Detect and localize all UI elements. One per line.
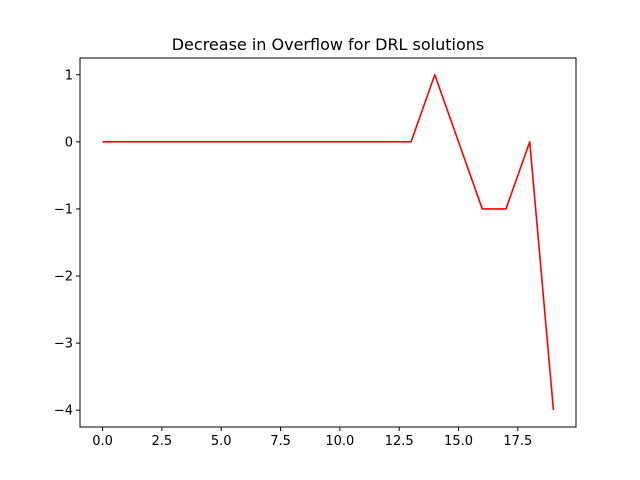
- y-tick-label-1: 0: [65, 135, 73, 150]
- y-tick-label-4: −3: [54, 337, 73, 352]
- x-tick-label-1: 2.5: [152, 434, 173, 449]
- x-tick-label-2: 5.0: [211, 434, 232, 449]
- x-tick-label-3: 7.5: [270, 434, 291, 449]
- y-tick-label-5: −4: [54, 404, 73, 419]
- x-tick-label-5: 12.5: [385, 434, 414, 449]
- x-tick-label-0: 0.0: [92, 434, 113, 449]
- y-tick-label-3: −2: [54, 270, 73, 285]
- x-tick-label-4: 10.0: [325, 434, 354, 449]
- x-tick-label-7: 17.5: [503, 434, 532, 449]
- plot-area: 0.0 2.5 5.0 7.5 10.0 12.5 15.0 17.5 1 0 −1 −2 −3 −4: [54, 57, 577, 449]
- x-tick-label-6: 15.0: [444, 434, 473, 449]
- series-line-0: [102, 73, 555, 411]
- axes-frame: [79, 57, 577, 428]
- chart-title: Decrease in Overflow for DRL solutions: [172, 35, 485, 54]
- y-tick-label-0: 1: [65, 68, 73, 83]
- y-tick-label-2: −1: [54, 202, 73, 217]
